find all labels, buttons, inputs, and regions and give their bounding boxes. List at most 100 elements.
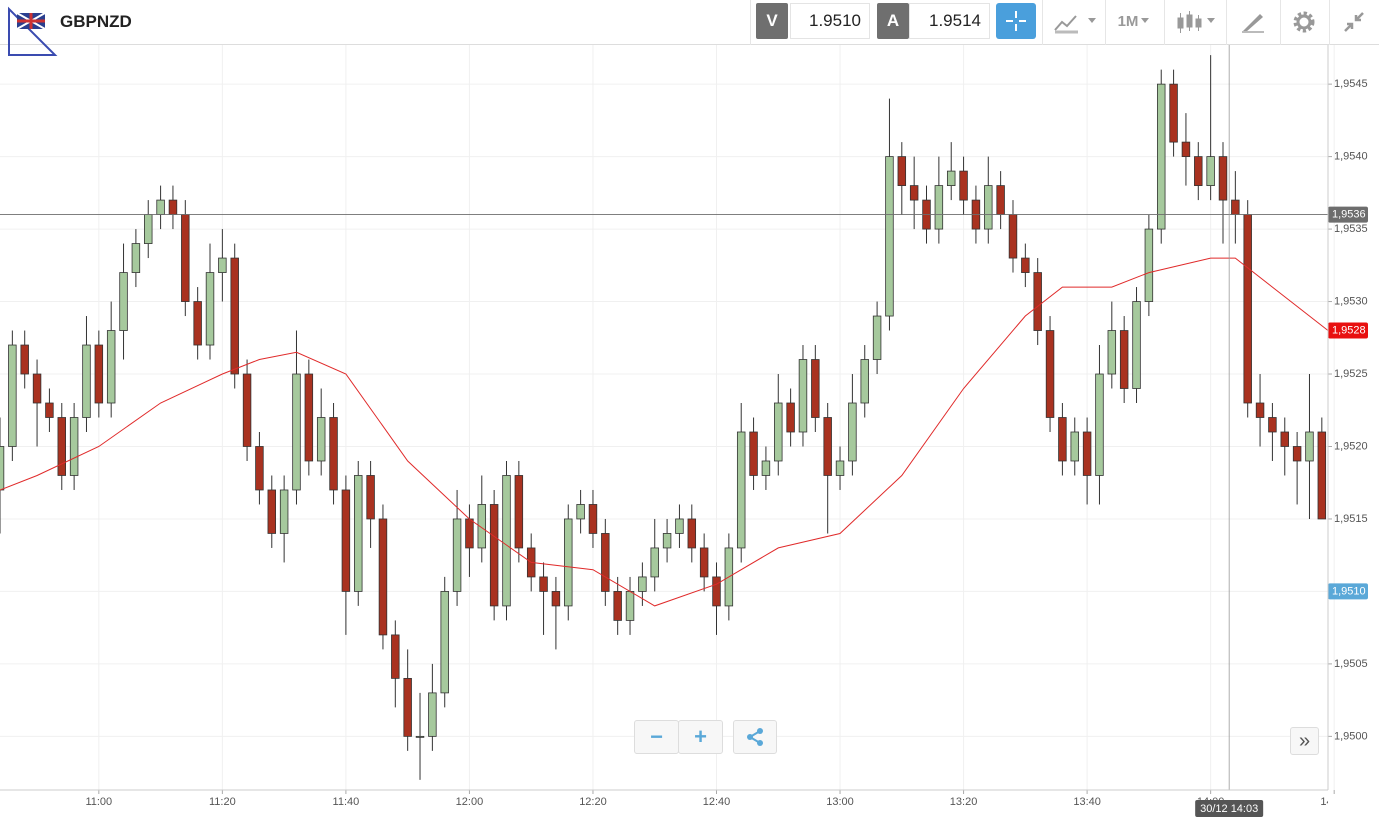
candle-body (57, 417, 66, 476)
candle-body (736, 431, 746, 549)
candle-body (1317, 431, 1327, 520)
candle-body (156, 199, 165, 215)
candle-body (749, 431, 758, 476)
toolbar: GBPNZD V 1.9510 A 1.9514 1M (0, 0, 1379, 56)
candle-body (650, 547, 659, 578)
candle-body (230, 257, 239, 375)
candle-body (1156, 83, 1166, 230)
candle-body (354, 475, 363, 592)
candle-body (452, 518, 462, 592)
y-tick-label: 1,9505 (1334, 658, 1368, 670)
crosshair-button[interactable] (996, 3, 1036, 39)
candle-body (984, 185, 993, 230)
candle-body (82, 344, 91, 418)
candle-body (712, 576, 721, 607)
timeframe-button[interactable]: 1M (1110, 3, 1160, 39)
candle-body (69, 417, 79, 476)
candle-body (403, 677, 412, 737)
candle-body (934, 185, 944, 230)
logo (8, 6, 58, 56)
candle-body (1132, 301, 1141, 389)
candle-body (576, 504, 585, 520)
candle-body (625, 591, 635, 621)
timeframe: 1M (1117, 12, 1139, 30)
candle-body (1095, 373, 1104, 476)
candle-body (378, 518, 388, 636)
candle-body (872, 315, 882, 360)
candle-body (205, 272, 215, 346)
x-tick-label: 11:20 (209, 796, 236, 808)
crosshair-label: 30/12 14:03 (1200, 803, 1258, 815)
zoom-out-button[interactable]: − (634, 720, 679, 754)
x-tick-label: 11:40 (333, 796, 360, 808)
candle-body (45, 402, 54, 418)
candle-body (366, 475, 375, 520)
candle-body (1045, 330, 1055, 418)
candle-body (391, 634, 400, 679)
candle-body (514, 475, 524, 549)
ask-price[interactable]: 1.9514 (909, 3, 990, 39)
candle-body (489, 504, 499, 607)
candle-body (168, 199, 178, 215)
y-tick-label: 1,9500 (1334, 730, 1368, 742)
candle-body (1206, 156, 1215, 186)
x-tick-label: 14:20 (1320, 796, 1348, 808)
candle-body (1305, 431, 1314, 462)
candle-body (1058, 417, 1067, 462)
price-marker (1328, 583, 1368, 600)
candle-body (823, 417, 832, 476)
candle-body (699, 547, 709, 578)
candle-body (1008, 214, 1018, 259)
collapse-button[interactable] (1341, 9, 1367, 35)
x-tick-label: 13:20 (950, 796, 978, 808)
chart: 1,9500 1,9505 1,9510 1,9515 1,9520 1,9525 1,95… (0, 45, 1368, 817)
candle-body (304, 373, 314, 462)
candle-body (1021, 257, 1030, 273)
candle-body (774, 402, 783, 462)
candle-body (32, 373, 42, 404)
candle-body (601, 533, 610, 592)
candle-body (1231, 199, 1240, 215)
chart-type-button[interactable] (1052, 10, 1100, 34)
y-tick-label: 1,9530 (1334, 295, 1368, 307)
x-tick-labels: 11:00 11:20 11:40 12:00 12:20 12:40 13:00 13:20… (85, 796, 1348, 808)
candle-body (588, 504, 598, 534)
candle-body (1280, 431, 1289, 447)
candle-body (1218, 156, 1228, 201)
candle-body (1169, 83, 1178, 143)
price-marker-label: 1,9536 (1332, 208, 1366, 220)
candle-body (996, 185, 1005, 215)
ask-label[interactable]: A (877, 3, 909, 39)
candle-body (811, 359, 820, 418)
y-tick-label: 1,9545 (1334, 78, 1368, 90)
candle-body (218, 257, 227, 273)
candle-body (131, 243, 141, 273)
price-marker-label: 1,9528 (1332, 324, 1366, 336)
candle-body (564, 518, 573, 607)
bid-label[interactable]: V (756, 3, 788, 39)
x-tick-label: 12:40 (703, 796, 731, 808)
candle-body (94, 344, 104, 404)
moving-average (0, 257, 1329, 607)
zoom-in-button[interactable]: + (678, 720, 723, 754)
symbol: GBPNZD (60, 12, 132, 31)
candle-body (144, 214, 153, 244)
price-marker (1328, 322, 1368, 339)
candle-body (662, 533, 672, 549)
y-tick-label: 1,9515 (1334, 513, 1368, 525)
scroll-right-button[interactable]: » (1290, 727, 1319, 755)
bid-price[interactable]: 1.9510 (790, 3, 870, 39)
candle-body (638, 576, 647, 592)
candle-body (329, 417, 338, 491)
settings-button[interactable] (1291, 9, 1317, 35)
candle-body (613, 591, 622, 621)
candle-body (428, 692, 437, 737)
share-button[interactable] (733, 720, 777, 754)
candle-body (1107, 330, 1117, 375)
x-tick-label: 12:20 (579, 796, 607, 808)
draw-button[interactable] (1240, 10, 1266, 34)
candle-body (885, 156, 894, 317)
candle-body (1144, 228, 1154, 302)
crosshair-marker (1195, 800, 1264, 817)
candle-type-button[interactable] (1175, 9, 1221, 35)
